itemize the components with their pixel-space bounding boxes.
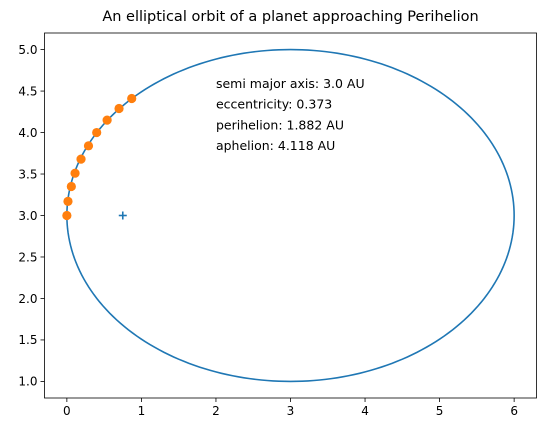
- annotation-line: eccentricity: 0.373: [216, 97, 332, 112]
- planet-point: [63, 196, 73, 206]
- x-tick-label: 1: [138, 404, 146, 418]
- x-tick-label: 2: [212, 404, 220, 418]
- planet-points: [62, 93, 137, 221]
- planet-point: [76, 154, 86, 164]
- planet-point: [66, 181, 76, 192]
- planet-point: [70, 168, 80, 178]
- x-axis: 0 1 2 3 4 5 6: [63, 398, 518, 418]
- y-tick-label: 3.5: [18, 167, 37, 181]
- annotation-line: aphelion: 4.118 AU: [216, 138, 335, 153]
- planet-point: [127, 93, 137, 104]
- orbit-annotations: semi major axis: 3.0 AU eccentricity: 0.3…: [216, 76, 365, 153]
- annotation-line: semi major axis: 3.0 AU: [216, 76, 365, 91]
- y-tick-label: 2.5: [18, 250, 37, 264]
- planet-point: [92, 127, 102, 138]
- annotation-line: perihelion: 1.882 AU: [216, 117, 344, 132]
- planet-point: [114, 103, 124, 114]
- planet-point: [62, 210, 72, 221]
- y-tick-label: 1.0: [18, 375, 37, 389]
- y-tick-label: 4.0: [18, 126, 37, 140]
- planet-point: [102, 115, 112, 125]
- focus-marker: [118, 211, 127, 220]
- x-tick-label: 0: [63, 404, 71, 418]
- x-tick-label: 6: [510, 404, 518, 418]
- x-tick-label: 4: [361, 404, 369, 418]
- y-tick-label: 4.5: [18, 84, 37, 98]
- y-tick-label: 1.5: [18, 333, 37, 347]
- chart-title: An elliptical orbit of a planet approach…: [102, 9, 478, 25]
- x-tick-label: 5: [436, 404, 444, 418]
- y-axis: 1.0 1.5 2.0 2.5 3.0 3.5 4.0 4.5 5.0: [18, 43, 45, 389]
- y-tick-label: 2.0: [18, 292, 37, 306]
- x-tick-label: 3: [287, 404, 295, 418]
- y-tick-label: 5.0: [18, 43, 37, 57]
- planet-point: [83, 141, 94, 151]
- y-tick-label: 3.0: [18, 209, 37, 223]
